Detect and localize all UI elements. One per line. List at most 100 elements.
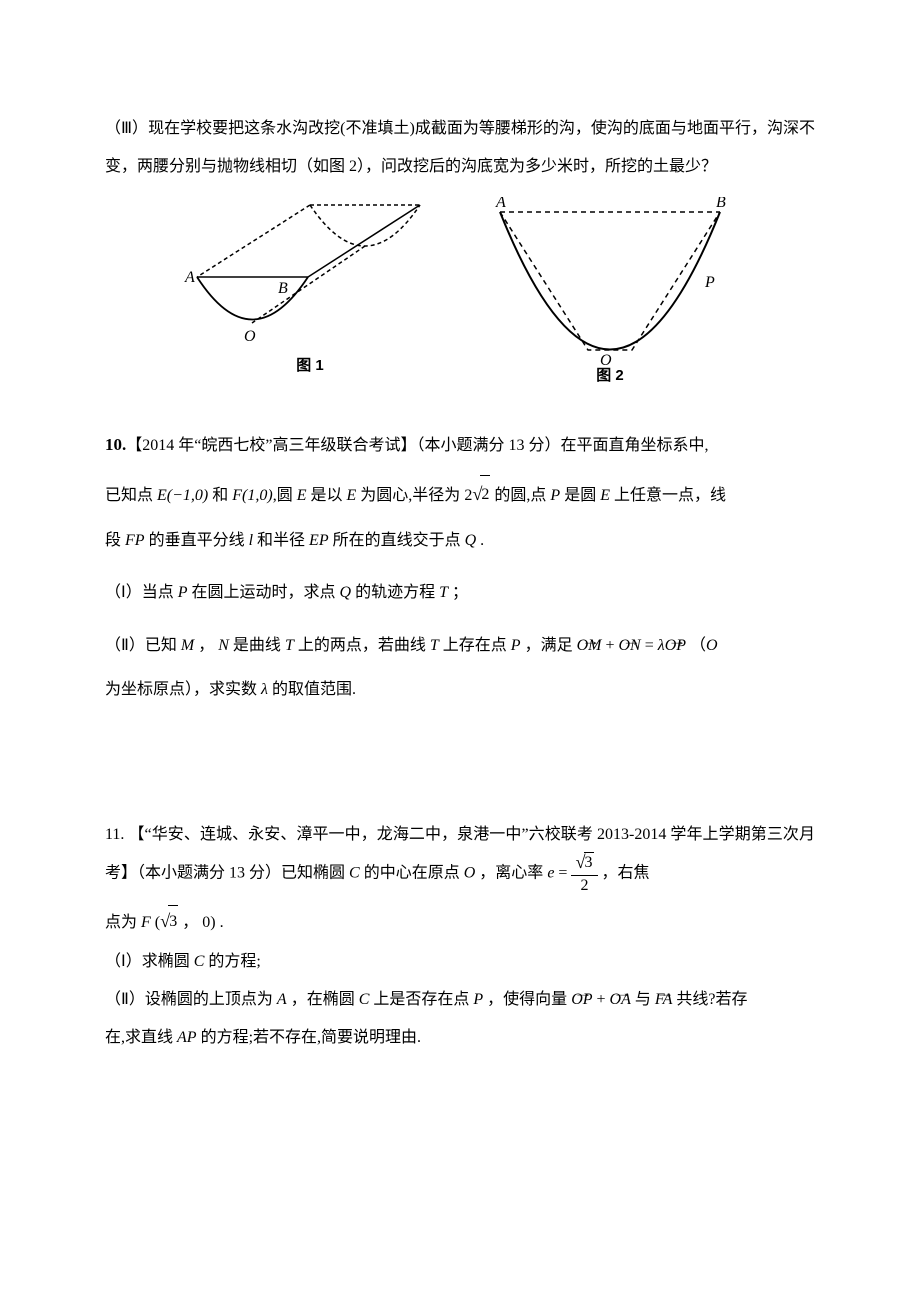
p10-E3: E [347,487,357,504]
problem10-intro: 10.【2014 年“皖西七校”高三年级联合考试】（本小题满分 13 分）在平面… [105,425,815,466]
vec-fa-11: FA [655,991,672,1008]
p10-p1-Q: Q [340,584,352,601]
p10-l2b: ,圆 [273,487,293,504]
problem10-part2b: 为坐标原点），求实数 λ 的取值范围. [105,671,815,709]
p10-p2-T2: T [430,637,439,654]
p10-points: （本小题满分 13 分） [416,437,560,454]
p11-l1a: 已知椭圆 [281,865,345,882]
p11-p2a: 设椭圆的上顶点为 [145,991,273,1008]
p10-p1-T: T [439,584,448,601]
p11-p1b: 的方程; [208,953,260,970]
part3-text: 现在学校要把这条水沟改挖(不准填土)成截面为等腰梯形的沟，使沟的底面与地面平行，… [105,120,815,175]
fig2-label-p: P [704,274,715,291]
p10-p1-lbl: （Ⅰ） [105,584,142,601]
problem10-line2: 已知点 E(−1,0) 和 F(1,0),圆 E 是以 E 为圆心,半径为 2√… [105,472,815,516]
p10-l3d: 所在的直线交于点 [333,532,461,549]
p11-p2c: 上是否存在点 [373,991,469,1008]
p10-lambda2: λ [261,681,268,698]
p11-p2-lbl: （Ⅱ） [105,991,145,1008]
p10-P: P [550,487,560,504]
p11-C: C [349,865,360,882]
p10-p1a: 当点 [142,584,174,601]
p10-p1b: 在圆上运动时，求点 [192,584,336,601]
p11-p2b: ，在椭圆 [291,991,355,1008]
part3-label: （Ⅲ） [105,120,148,137]
p10-l3c: 和半径 [257,532,305,549]
p11-p3b: 的方程;若不存在,简要说明理由. [201,1029,421,1046]
p10-label: 10. [105,435,126,454]
problem11-part2: （Ⅱ）设椭圆的上顶点为 A ，在椭圆 C 上是否存在点 P ，使得向量 OP +… [105,984,815,1016]
p10-p2-T: T [285,637,294,654]
p11-p2-P: P [473,991,483,1008]
p11-p1: 求椭圆 [142,953,190,970]
problem11-part1: （Ⅰ）求椭圆 C 的方程; [105,946,815,978]
p10-period: . [480,532,484,549]
p10-and: 和 [212,487,228,504]
vec-op-11: OP [571,991,592,1008]
p11-p3-AP: AP [177,1029,197,1046]
p10-p2i: 的取值范围. [272,681,356,698]
p10-p1-P: P [178,584,188,601]
p10-Q: Q [465,532,477,549]
problem9-part3: （Ⅲ）现在学校要把这条水沟改挖(不准填土)成截面为等腰梯形的沟，使沟的底面与地面… [105,110,815,187]
page-container: （Ⅲ）现在学校要把这条水沟改挖(不准填土)成截面为等腰梯形的沟，使沟的底面与地面… [0,0,920,1120]
problem11-line2: 点为 F (√3 ， 0) . [105,903,815,940]
p11-points: （本小题满分 13 分） [137,865,281,882]
p10-l2g: 上任意一点，线 [614,487,726,504]
p11-p1-C: C [194,953,205,970]
fig1-label-b: B [278,280,288,297]
problem11-intro: 11. 【“华安、连城、永安、漳平一中，龙海二中，泉港一中”六校联考 2013-… [105,819,815,897]
p11-l1c: ，离心率 [479,865,543,882]
p11-O: O [464,865,476,882]
fig1-caption: 图 1 [296,357,324,375]
p10-p2e: 上存在点 [443,637,507,654]
p10-FP: FP [125,532,145,549]
p11-label: 11. [105,826,128,843]
p10-p2-lbl: （Ⅱ） [105,637,145,654]
p10-l3a: 段 [105,532,121,549]
p10-E4: E [600,487,610,504]
p10-l2f: 是圆 [564,487,596,504]
p11-l1b: 的中心在原点 [364,865,460,882]
figure-1-svg: A B O [180,197,440,357]
p11-period: . [220,914,224,931]
p10-intro: 在平面直角坐标系中, [560,437,708,454]
p10-l2c: 是以 [311,487,343,504]
figure-2-svg: A B P O [480,197,740,367]
figures-row: A B O 图 1 A B P O 图 2 [105,197,815,385]
p10-F: F(1,0) [232,487,272,504]
p11-e: e [547,865,554,882]
p10-E: E(−1,0) [157,487,208,504]
fig2-label-b: B [716,197,726,211]
p10-p2c: 是曲线 [233,637,281,654]
p10-p1d: ； [452,584,468,601]
problem10-part1: （Ⅰ）当点 P 在圆上运动时，求点 Q 的轨迹方程 T ； [105,574,815,612]
p10-p2a: 已知 [145,637,177,654]
p11-p3a: 在,求直线 [105,1029,173,1046]
p11-l2a: 点为 [105,914,137,931]
fig2-label-o: O [600,352,612,367]
p10-l: l [249,532,253,549]
p10-EP: EP [309,532,329,549]
p10-l3b: 的垂直平分线 [149,532,245,549]
p10-p2-M: M [181,637,194,654]
vec-om: OM [577,637,602,654]
p10-l2e: 的圆,点 [494,487,546,504]
vec-oa-11: OA [610,991,631,1008]
p10-p2-O: O [706,637,718,654]
p10-source: 【2014 年“皖西七校”高三年级联合考试】 [126,437,416,454]
vec-on: ON [619,637,641,654]
fig2-parabola [500,212,720,350]
p11-p2f: 共线?若存 [676,991,747,1008]
p11-l1d: ，右焦 [602,865,650,882]
fig2-caption: 图 2 [596,367,624,385]
vec-op: OP [665,637,686,654]
p10-p2b: ， [198,637,214,654]
p11-p2-C: C [359,991,370,1008]
fig1-label-a: A [184,269,195,286]
problem11-part3: 在,求直线 AP 的方程;若不存在,简要说明理由. [105,1022,815,1054]
fig1-left-edge [197,205,310,277]
p10-l2a: 已知点 [105,487,153,504]
p11-p1-lbl: （Ⅰ） [105,953,142,970]
p10-p2f: ，满足 [525,637,573,654]
